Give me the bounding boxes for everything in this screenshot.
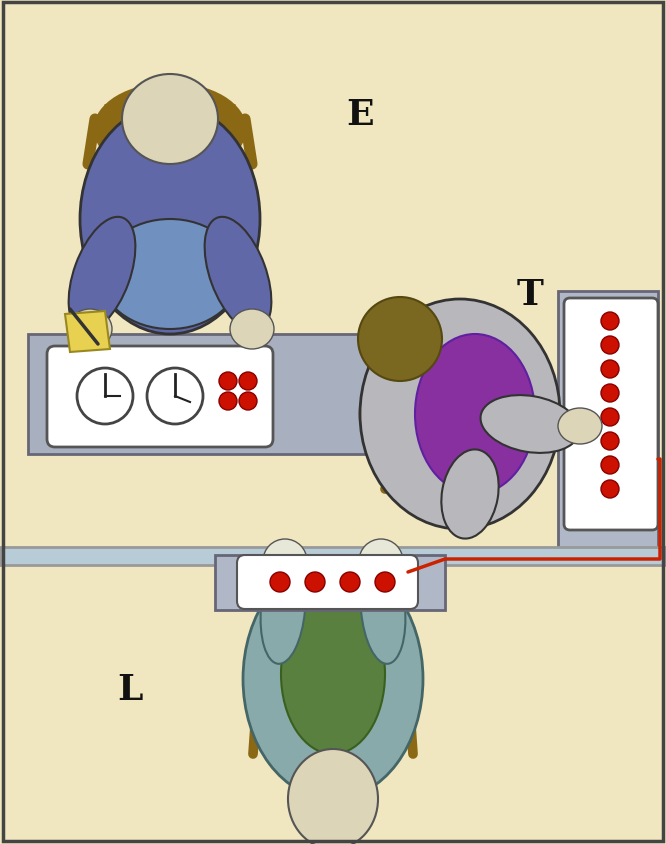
Ellipse shape [281, 594, 385, 754]
Ellipse shape [558, 408, 602, 445]
Ellipse shape [360, 300, 560, 529]
Circle shape [147, 369, 203, 425]
Circle shape [270, 572, 290, 592]
Circle shape [305, 572, 325, 592]
Circle shape [601, 312, 619, 331]
Ellipse shape [263, 539, 307, 583]
Ellipse shape [288, 749, 378, 844]
Ellipse shape [122, 75, 218, 165]
Circle shape [601, 385, 619, 403]
Bar [215, 555, 445, 610]
Ellipse shape [442, 450, 499, 539]
Ellipse shape [260, 555, 306, 664]
Circle shape [601, 432, 619, 451]
Bar [28, 334, 368, 454]
Circle shape [601, 408, 619, 426]
Ellipse shape [243, 560, 423, 799]
Text: E: E [346, 98, 374, 132]
Circle shape [219, 392, 237, 410]
Polygon shape [65, 311, 110, 353]
Ellipse shape [230, 310, 274, 349]
Circle shape [340, 572, 360, 592]
FancyBboxPatch shape [564, 299, 658, 530]
FancyBboxPatch shape [47, 347, 273, 447]
FancyBboxPatch shape [237, 555, 418, 609]
Circle shape [601, 360, 619, 379]
Circle shape [219, 372, 237, 391]
Text: L: L [117, 672, 143, 706]
Bar [558, 292, 658, 549]
Ellipse shape [360, 349, 510, 479]
Circle shape [601, 457, 619, 474]
Circle shape [601, 337, 619, 354]
Circle shape [375, 572, 395, 592]
Ellipse shape [100, 219, 240, 330]
Circle shape [239, 392, 257, 410]
Ellipse shape [415, 334, 535, 495]
Ellipse shape [358, 298, 442, 381]
Circle shape [239, 372, 257, 391]
Ellipse shape [95, 85, 245, 175]
Ellipse shape [80, 105, 260, 334]
Ellipse shape [360, 555, 406, 664]
Ellipse shape [359, 539, 403, 583]
Ellipse shape [263, 604, 403, 734]
Text: T: T [517, 278, 543, 311]
Circle shape [601, 480, 619, 499]
Ellipse shape [69, 218, 135, 332]
Circle shape [77, 369, 133, 425]
Ellipse shape [204, 218, 271, 332]
Bar [0, 548, 666, 565]
Ellipse shape [68, 310, 112, 349]
Ellipse shape [481, 396, 579, 453]
